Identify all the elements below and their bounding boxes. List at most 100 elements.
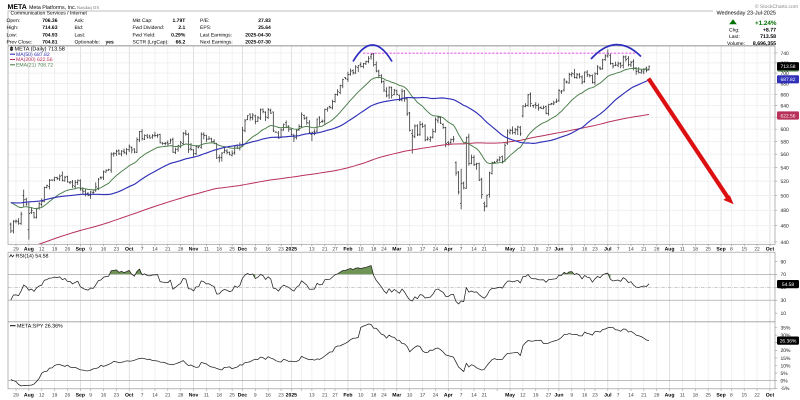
svg-text:SCTR (LrgCap):: SCTR (LrgCap):: [133, 39, 169, 45]
svg-text:8: 8: [730, 393, 733, 399]
svg-text:18: 18: [217, 393, 223, 399]
svg-text:7: 7: [460, 246, 463, 252]
svg-text:Oct: Oct: [125, 246, 134, 252]
svg-text:Aug: Aug: [665, 246, 675, 252]
svg-text:0.29%: 0.29%: [171, 33, 186, 39]
svg-text:Apr: Apr: [444, 393, 453, 399]
svg-text:2025: 2025: [286, 246, 297, 252]
svg-text:11: 11: [204, 246, 209, 252]
svg-text:16: 16: [101, 246, 107, 252]
svg-text:17: 17: [420, 393, 426, 399]
svg-text:27: 27: [332, 393, 338, 399]
svg-text:21: 21: [482, 246, 488, 252]
svg-text:18: 18: [693, 393, 699, 399]
svg-text:2025-04-30: 2025-04-30: [245, 33, 271, 39]
svg-text:26: 26: [65, 246, 71, 252]
svg-text:19: 19: [52, 246, 58, 252]
svg-text:21: 21: [641, 246, 647, 252]
svg-text:Bid:: Bid:: [75, 25, 84, 31]
svg-text:27: 27: [546, 246, 552, 252]
svg-text:Aug: Aug: [665, 393, 675, 399]
svg-text:7: 7: [617, 393, 620, 399]
svg-text:24: 24: [433, 246, 439, 252]
svg-text:26.36%: 26.36%: [780, 338, 797, 344]
svg-text:12: 12: [520, 246, 526, 252]
svg-text:25: 25: [705, 246, 711, 252]
svg-text:9: 9: [254, 393, 257, 399]
svg-text:18: 18: [371, 393, 377, 399]
svg-text:Wednesday 23-Jul-2025: Wednesday 23-Jul-2025: [716, 10, 776, 16]
svg-text:Aug: Aug: [24, 246, 34, 252]
svg-text:7: 7: [460, 393, 463, 399]
svg-text:16: 16: [265, 393, 271, 399]
svg-text:18: 18: [217, 246, 223, 252]
svg-text:19: 19: [533, 246, 539, 252]
svg-text:12: 12: [520, 393, 526, 399]
svg-text:Sep: Sep: [716, 393, 725, 399]
svg-text:2025-07-30: 2025-07-30: [245, 39, 271, 45]
svg-text:0%: 0%: [781, 379, 789, 385]
svg-text:480: 480: [781, 208, 790, 214]
svg-text:704.93: 704.93: [42, 33, 58, 39]
svg-text:24: 24: [433, 393, 439, 399]
svg-text:12: 12: [39, 246, 45, 252]
svg-text:10: 10: [407, 393, 413, 399]
svg-text:EPS:: EPS:: [200, 25, 211, 31]
svg-text:Mar: Mar: [392, 393, 401, 399]
svg-text:Jun: Jun: [554, 246, 563, 252]
svg-text:7: 7: [141, 246, 144, 252]
svg-text:23: 23: [592, 246, 598, 252]
svg-text:Jul: Jul: [604, 246, 612, 252]
svg-text:Chg:: Chg:: [729, 28, 740, 34]
svg-text:Jul: Jul: [604, 393, 612, 399]
svg-text:560: 560: [781, 152, 790, 158]
svg-text:23: 23: [114, 393, 120, 399]
svg-text:740: 740: [781, 51, 790, 57]
svg-text:440: 440: [781, 240, 790, 246]
svg-text:15: 15: [741, 393, 747, 399]
svg-text:16: 16: [582, 246, 588, 252]
svg-text:21: 21: [165, 393, 171, 399]
svg-text:70: 70: [781, 272, 787, 278]
svg-text:600: 600: [781, 127, 790, 133]
svg-text:Feb: Feb: [343, 246, 352, 252]
svg-text:23: 23: [278, 246, 284, 252]
svg-text:Apr: Apr: [444, 246, 453, 252]
svg-text:Last Earnings:: Last Earnings:: [200, 33, 232, 39]
svg-text:Meta Platforms, Inc.: Meta Platforms, Inc.: [29, 5, 76, 11]
svg-text:MA(200) 622.56: MA(200) 622.56: [16, 57, 53, 63]
svg-text:High:: High:: [7, 25, 19, 31]
svg-text:9: 9: [89, 246, 92, 252]
svg-text:713.58: 713.58: [781, 64, 796, 70]
svg-text:66.2: 66.2: [176, 39, 186, 45]
svg-text:21: 21: [482, 393, 488, 399]
svg-text:Sep: Sep: [76, 393, 85, 399]
svg-text:META: META: [8, 4, 27, 11]
svg-text:17: 17: [420, 246, 426, 252]
svg-text:687.82: 687.82: [781, 77, 796, 83]
svg-text:35%: 35%: [781, 325, 792, 331]
svg-text:15: 15: [741, 246, 747, 252]
svg-text:27: 27: [332, 246, 338, 252]
svg-text:19: 19: [533, 393, 539, 399]
svg-text:21: 21: [641, 393, 647, 399]
svg-text:20%: 20%: [781, 348, 792, 354]
svg-text:460: 460: [781, 224, 790, 230]
svg-text:28: 28: [178, 246, 184, 252]
svg-text:660: 660: [781, 92, 790, 98]
svg-text:10: 10: [407, 246, 413, 252]
svg-text:23: 23: [592, 393, 598, 399]
svg-text:540: 540: [781, 165, 790, 171]
svg-text:680: 680: [781, 82, 790, 88]
svg-text:54.58: 54.58: [782, 282, 795, 288]
svg-text:10%: 10%: [781, 363, 792, 369]
svg-text:META:SPY 26.36%: META:SPY 26.36%: [17, 324, 63, 330]
svg-text:14: 14: [628, 246, 634, 252]
svg-text:10: 10: [358, 246, 364, 252]
svg-text:18: 18: [371, 246, 377, 252]
svg-text:May: May: [505, 393, 515, 399]
svg-text:28: 28: [178, 393, 184, 399]
svg-text:META (Daily) 713.58: META (Daily) 713.58: [15, 47, 65, 53]
svg-text:Aug: Aug: [24, 393, 34, 399]
svg-text:8: 8: [730, 246, 733, 252]
